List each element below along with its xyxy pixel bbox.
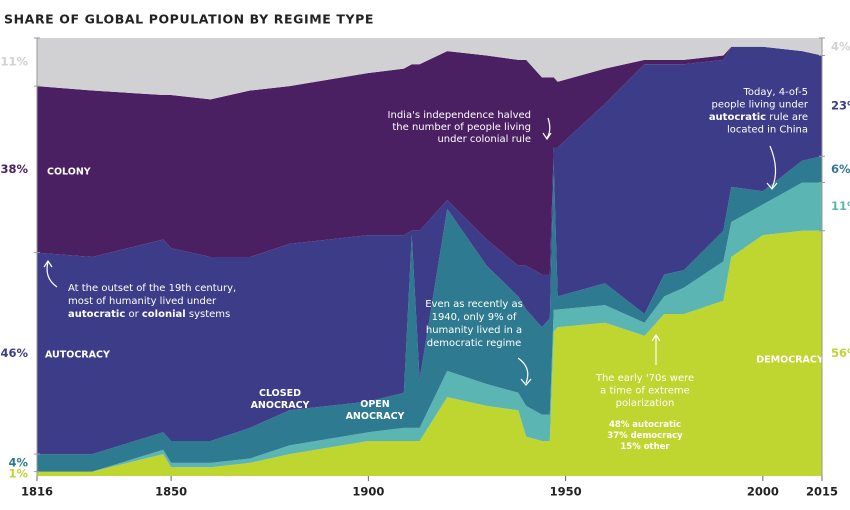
annotation-line: people living under (712, 100, 809, 111)
annotation-text: most of humanity lived under (68, 296, 217, 307)
value-label: 56% (831, 346, 850, 360)
value-label: 11% (831, 199, 850, 213)
annotation-line: autocratic or colonial systems (68, 309, 230, 320)
value-label: 46% (0, 346, 28, 360)
annotation-line: 37% democracy (607, 431, 683, 441)
series-label: AUTOCRACY (45, 350, 110, 361)
arrow (766, 182, 778, 190)
series-label: DEMOCRACY (756, 355, 824, 366)
annotation-text: the number of people living (392, 122, 531, 133)
annotation-text: located in China (727, 125, 808, 136)
area (37, 230, 822, 476)
annotation-text: rule are (766, 112, 808, 123)
annotation-text: autocratic (709, 112, 766, 123)
annotation-line: 15% other (620, 442, 670, 452)
annotation-line: The early '70s were (595, 373, 694, 384)
annotation-text: 48% autocratic (609, 420, 681, 430)
annotation-text: democratic regime (427, 338, 522, 349)
area (37, 46, 822, 275)
annotation-text: humanity lived in a (426, 325, 522, 336)
series-label: OPEN ANOCRACY (346, 399, 405, 422)
annotation-line: autocratic rule are (709, 112, 808, 123)
area (37, 182, 822, 472)
annotation-text: Even as recently as (425, 299, 523, 310)
x-tick-label: 1900 (352, 485, 384, 499)
value-label: 11% (0, 55, 28, 69)
area (37, 46, 822, 455)
annotation-text: systems (186, 309, 231, 320)
arrow (517, 357, 529, 384)
value-label: 4% (831, 39, 850, 53)
arrow (46, 261, 58, 288)
annotation-line: democratic regime (427, 338, 522, 349)
arrow (769, 145, 777, 189)
chart-title: SHARE OF GLOBAL POPULATION BY REGIME TYP… (4, 12, 374, 27)
x-tick-label: 1950 (550, 485, 582, 499)
value-label: 4% (8, 455, 28, 469)
plot-area (37, 38, 822, 476)
annotation-text: a time of extreme (600, 386, 690, 397)
annotation-line: Today, 4-of-5 (743, 87, 809, 98)
annotation-line: most of humanity lived under (68, 296, 217, 307)
annotation-text: Today, 4-of-5 (743, 87, 809, 98)
arrow (43, 259, 53, 268)
x-tick-label: 2015 (806, 485, 838, 499)
annotation-text: India's independence halved (388, 110, 531, 121)
arrow (520, 378, 532, 386)
x-tick-label: 2000 (747, 485, 779, 499)
annotation-text: or (125, 309, 142, 320)
annotations-layer: 1% 56% 11% 4% 6% 46% 23% 38% 11% 4% DEMOCRACY OPENA… (0, 37, 850, 499)
arrow (542, 132, 552, 141)
annotation-line: 1940, only 9% of (432, 312, 517, 323)
annotation-line: under colonial rule (437, 134, 531, 145)
annotation-line: humanity lived in a (426, 325, 522, 336)
annotation-text: people living under (712, 100, 809, 111)
annotation-line: 48% autocratic (609, 420, 681, 430)
annotation-text: colonial (142, 309, 186, 320)
annotation-text: At the outset of the 19th century, (68, 283, 236, 294)
annotation-line: Even as recently as (425, 299, 523, 310)
annotation-text: 37% democracy (607, 431, 683, 441)
area (37, 38, 822, 100)
annotation-line: At the outset of the 19th century, (68, 283, 236, 294)
value-label: 6% (831, 162, 850, 176)
annotation-line: located in China (727, 125, 808, 136)
annotation-line: a time of extreme (600, 386, 690, 397)
arrow (546, 117, 551, 139)
annotation-text: autocratic (68, 309, 125, 320)
annotation-line: polarization (616, 398, 675, 409)
annotation-line: the number of people living (392, 122, 531, 133)
annotation-text: polarization (616, 398, 675, 409)
annotation-text: 1940, only 9% of (432, 312, 517, 323)
x-tick-label: 1816 (21, 485, 53, 499)
series-label: COLONY (47, 167, 91, 178)
annotation-text: 15% other (620, 442, 670, 452)
x-tick-label: 1850 (155, 485, 187, 499)
annotation-text: under colonial rule (437, 134, 531, 145)
arrow (651, 333, 661, 342)
annotation-text: The early '70s were (595, 373, 694, 384)
value-label: 23% (831, 98, 850, 112)
series-label: CLOSED ANOCRACY (251, 388, 310, 411)
value-label: 1% (8, 466, 28, 480)
value-label: 38% (0, 162, 28, 176)
annotation-line: India's independence halved (388, 110, 531, 121)
